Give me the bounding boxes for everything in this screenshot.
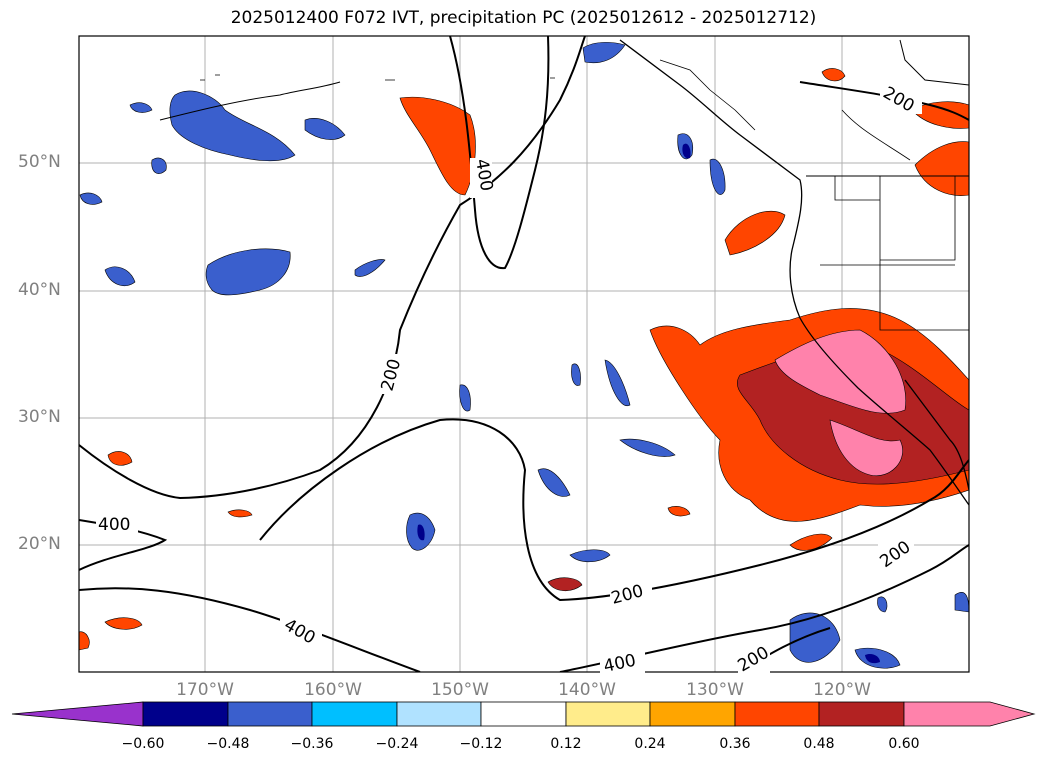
lat-label: 30°N <box>18 407 61 427</box>
negative-anomaly-regions <box>79 42 969 669</box>
colorbar-tick: 0.60 <box>888 736 920 752</box>
contour-label-backgrounds <box>96 80 922 676</box>
colorbar-tick: 0.12 <box>550 736 582 752</box>
map-frame <box>78 35 970 673</box>
colorbar-tick: 0.36 <box>719 736 751 752</box>
lon-label: 160°W <box>304 680 362 700</box>
contour-label: 400 <box>98 515 130 535</box>
colorbar <box>11 701 1036 727</box>
ivt-contours <box>79 36 969 672</box>
lon-label: 120°W <box>813 680 871 700</box>
map-title: 2025012400 F072 IVT, precipitation PC (2… <box>230 8 817 28</box>
lon-label: 140°W <box>558 680 616 700</box>
lat-label: 50°N <box>18 152 61 172</box>
colorbar-tick: 0.24 <box>634 736 666 752</box>
lon-label: 170°W <box>176 680 234 700</box>
map-area <box>79 36 969 672</box>
colorbar-extend-high <box>903 701 1036 727</box>
colorbar-tick: −0.24 <box>375 736 419 752</box>
negative-anomaly-cores <box>417 143 880 664</box>
colorbar-tick: −0.36 <box>290 736 334 752</box>
colorbar-tick: −0.12 <box>459 736 503 752</box>
lon-label: 130°W <box>686 680 744 700</box>
colorbar-extend-low <box>11 701 144 727</box>
colorbar-tick: −0.60 <box>121 736 165 752</box>
lat-label: 20°N <box>18 534 61 554</box>
colorbar-tick: 0.48 <box>803 736 835 752</box>
colorbar-tick: −0.48 <box>206 736 250 752</box>
lon-label: 150°W <box>431 680 489 700</box>
lat-label: 40°N <box>18 280 61 300</box>
coastlines <box>159 39 969 506</box>
positive-anomaly-regions <box>79 68 969 651</box>
